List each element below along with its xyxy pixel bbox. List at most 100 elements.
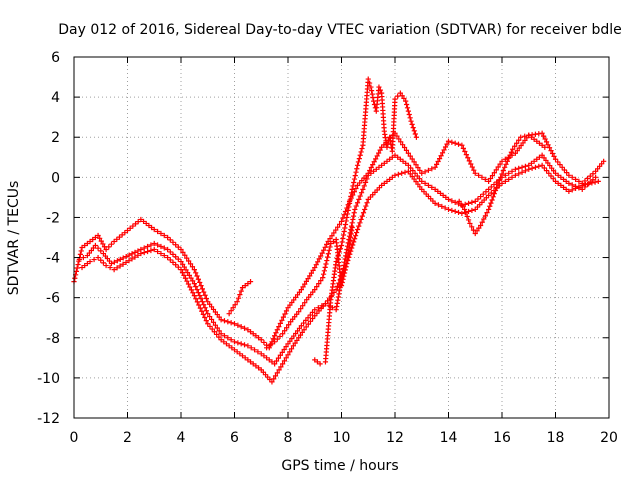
data-point-fill <box>422 180 435 190</box>
data-point-fill <box>287 325 303 344</box>
data-point <box>552 178 559 184</box>
data-point-fill <box>449 139 462 147</box>
data-point-fill <box>495 168 506 187</box>
data-point-fill <box>381 154 395 166</box>
data-point-fill <box>395 154 409 166</box>
data-point <box>245 343 251 349</box>
data-point-fill <box>339 218 349 245</box>
data-point-fill <box>529 163 542 171</box>
data-point-fill <box>385 137 392 147</box>
data-point-fill <box>340 202 351 221</box>
data-point <box>191 281 197 287</box>
data-point-fill <box>167 257 181 270</box>
data-point <box>269 379 275 385</box>
data-point <box>138 216 144 223</box>
data-point-fill <box>502 174 515 184</box>
data-point-fill <box>90 234 98 243</box>
data-point <box>552 156 559 162</box>
data-point-fill <box>235 322 248 331</box>
data-point-fill <box>281 346 295 364</box>
data-point-fill <box>207 323 222 340</box>
data-point-fill <box>141 247 154 256</box>
data-point-fill <box>377 87 383 93</box>
data-point <box>218 317 224 323</box>
data-point-fill <box>449 198 462 207</box>
data-point-fill <box>228 302 238 314</box>
data-point <box>280 361 286 367</box>
data-point-fill <box>522 133 528 139</box>
data-point-fill <box>274 333 283 342</box>
x-tick-label: 12 <box>386 430 404 446</box>
data-point <box>103 262 109 269</box>
x-tick-label: 16 <box>493 430 511 446</box>
data-point <box>92 242 98 249</box>
data-point-fill <box>422 166 435 175</box>
data-point-fill <box>350 166 360 189</box>
data-point-fill <box>301 309 316 326</box>
data-point <box>218 337 224 343</box>
gridlines <box>74 57 609 418</box>
data-point-fill <box>323 300 334 362</box>
data-point <box>151 240 157 247</box>
data-point <box>413 134 419 140</box>
data-point-fill <box>555 159 570 176</box>
data-point <box>379 162 385 168</box>
data-point-fill <box>435 202 448 211</box>
data-point <box>512 172 518 178</box>
data-point-fill <box>82 260 90 269</box>
data-point <box>87 258 93 265</box>
data-point-fill <box>344 210 357 249</box>
data-point-fill <box>582 179 598 188</box>
x-tick-label: 8 <box>284 430 293 446</box>
data-point-fill <box>111 248 141 265</box>
data-point <box>486 178 492 184</box>
data-point-fill <box>207 301 222 320</box>
data-point-fill <box>555 172 569 184</box>
data-point-fill <box>344 190 355 217</box>
data-point <box>264 345 270 351</box>
data-point <box>280 331 286 337</box>
data-point-fill <box>221 333 234 343</box>
data-point <box>272 339 278 345</box>
data-point-fill <box>394 133 410 154</box>
data-point <box>349 224 355 231</box>
x-tick-label: 18 <box>547 430 565 446</box>
y-tick-label: 4 <box>51 90 60 106</box>
data-point <box>445 138 452 144</box>
data-point <box>231 347 238 353</box>
y-tick-label: 6 <box>51 50 60 66</box>
data-point <box>403 98 409 104</box>
data-point-fill <box>528 154 543 166</box>
y-tick-label: -12 <box>37 411 60 427</box>
data-point-fill <box>595 161 605 172</box>
data-point-fill <box>395 169 408 177</box>
data-point-fill <box>86 245 96 256</box>
data-point-fill <box>502 168 515 178</box>
data-point-fill <box>435 188 449 200</box>
data-point <box>245 357 251 363</box>
data-point-fill <box>306 289 316 300</box>
data-point-fill <box>154 248 167 259</box>
data-point <box>486 186 492 192</box>
data-point-fill <box>314 359 321 365</box>
data-point-fill <box>512 137 522 149</box>
data-point-fill <box>276 308 290 330</box>
data-point-fill <box>469 224 477 233</box>
data-point-fill <box>462 199 475 208</box>
data-point <box>408 118 414 124</box>
data-point-fill <box>360 79 371 145</box>
data-point-fill <box>361 176 370 189</box>
data-point-fill <box>555 180 569 192</box>
x-tick-label: 2 <box>123 430 132 446</box>
data-point-fill <box>114 219 141 242</box>
data-point <box>298 323 304 329</box>
data-point <box>352 206 358 213</box>
data-point-fill <box>271 364 284 382</box>
data-point-fill <box>368 87 376 101</box>
data-point <box>461 206 468 213</box>
data-point <box>552 170 559 176</box>
data-point <box>325 238 331 245</box>
data-point-fill <box>260 369 273 383</box>
data-point-fill <box>475 189 489 202</box>
data-point-fill <box>266 341 275 349</box>
